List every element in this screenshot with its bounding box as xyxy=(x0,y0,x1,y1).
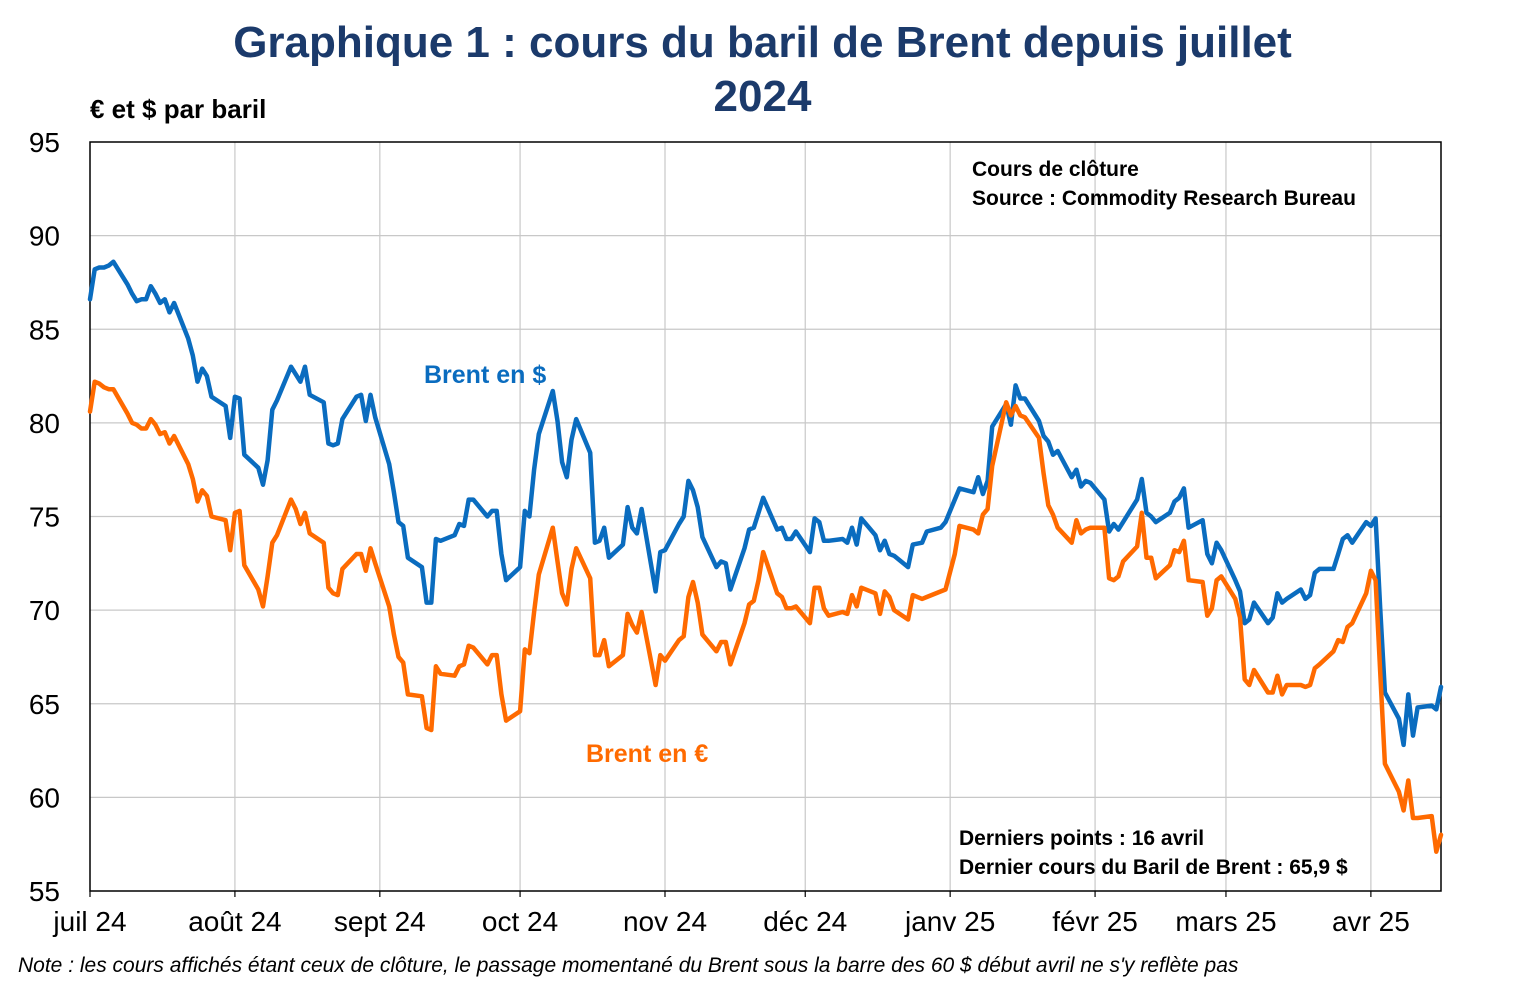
last-point-note-line1: Derniers points : 16 avril xyxy=(959,827,1204,850)
last-point-note-line2: Dernier cours du Baril de Brent : 65,9 $ xyxy=(959,856,1348,879)
series-lines xyxy=(87,259,1444,854)
y-tick-label: 75 xyxy=(29,502,60,533)
x-tick-label: mars 25 xyxy=(1175,906,1276,937)
y-axis-ticks: 55 60 65 70 75 80 85 90 95 xyxy=(29,127,60,907)
y-tick-label: 55 xyxy=(29,876,60,907)
chart-title-line1: Graphique 1 : cours du baril de Brent de… xyxy=(233,18,1292,67)
y-tick-label: 60 xyxy=(29,782,60,813)
y-tick-label: 65 xyxy=(29,689,60,720)
y-tick-label: 70 xyxy=(29,595,60,626)
x-tick-label: janv 25 xyxy=(904,906,995,937)
series-line-usd xyxy=(87,259,1444,748)
chart-title-line2: 2024 xyxy=(713,72,812,121)
footnote: Note : les cours affichés étant ceux de … xyxy=(18,954,1239,977)
x-tick-label: sept 24 xyxy=(334,906,426,937)
x-tick-label: avr 25 xyxy=(1332,906,1410,937)
y-tick-label: 85 xyxy=(29,314,60,345)
series-label-usd: Brent en $ xyxy=(424,361,546,389)
y-axis-unit-label: € et $ par baril xyxy=(90,94,267,124)
x-tick-label: oct 24 xyxy=(482,906,558,937)
x-tick-label: août 24 xyxy=(188,906,281,937)
series-label-eur: Brent en € xyxy=(586,740,708,768)
y-tick-label: 80 xyxy=(29,408,60,439)
x-tick-label: févr 25 xyxy=(1052,906,1138,937)
grid-lines xyxy=(90,142,1441,891)
chart-title: Graphique 1 : cours du baril de Brent de… xyxy=(0,16,1525,124)
x-tick-label: juil 24 xyxy=(52,906,126,937)
x-axis-ticks: juil 24 août 24 sept 24 oct 24 nov 24 déc 24 j… xyxy=(52,891,1410,937)
x-tick-label: déc 24 xyxy=(763,906,847,937)
y-tick-label: 95 xyxy=(29,127,60,158)
series-line-eur xyxy=(87,379,1444,854)
source-note-line1: Cours de clôture xyxy=(972,158,1139,181)
x-tick-label: nov 24 xyxy=(623,906,707,937)
plot-frame xyxy=(89,141,1442,892)
source-note-line2: Source : Commodity Research Bureau xyxy=(972,187,1356,210)
y-tick-label: 90 xyxy=(29,221,60,252)
